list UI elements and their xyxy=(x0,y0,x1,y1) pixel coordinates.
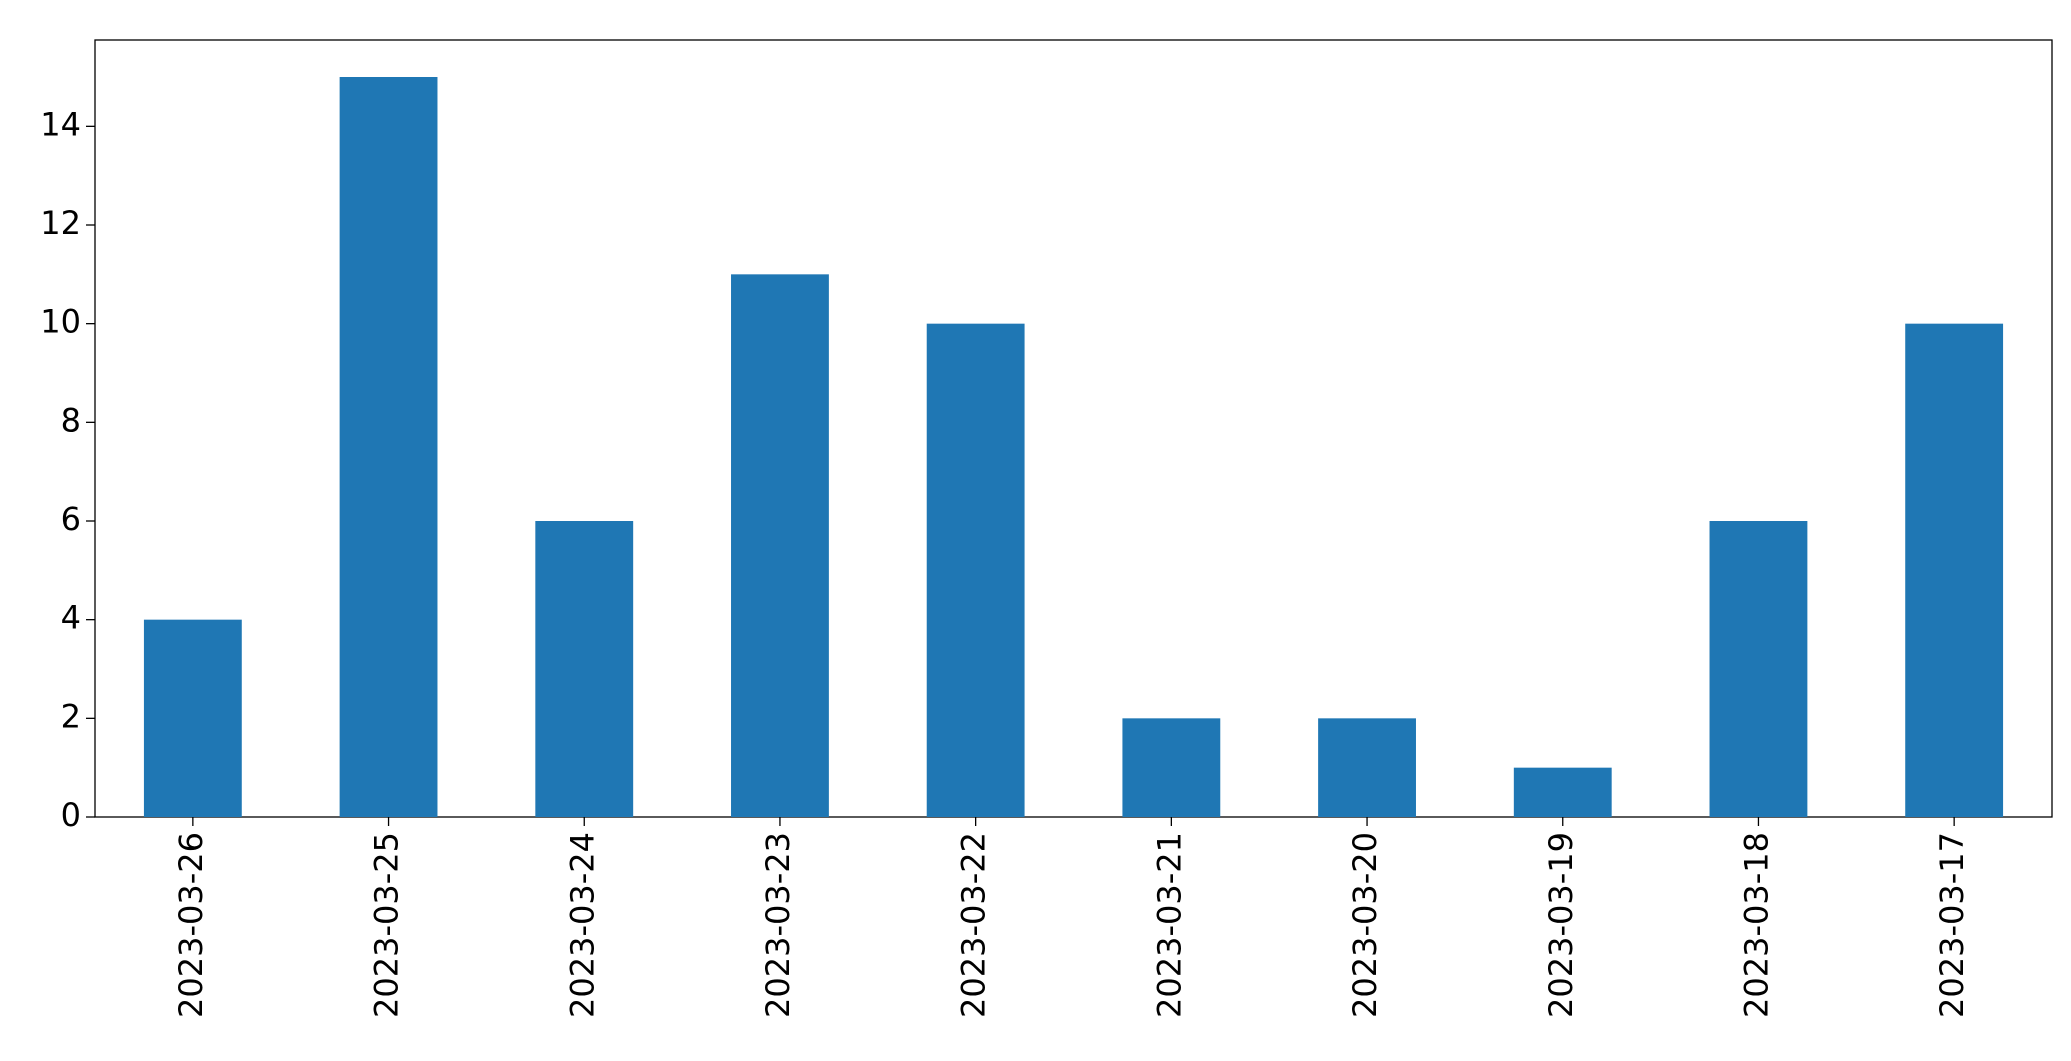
y-tick-label: 14 xyxy=(40,105,81,143)
x-tick-label: 2023-03-25 xyxy=(368,832,406,1018)
bar xyxy=(731,274,829,817)
x-tick-label: 2023-03-24 xyxy=(563,832,601,1018)
x-tick-label: 2023-03-20 xyxy=(1346,832,1384,1018)
bar xyxy=(1905,323,2004,817)
bar xyxy=(926,323,1025,817)
y-tick-label: 4 xyxy=(61,599,81,637)
bar xyxy=(1709,521,1808,817)
bar xyxy=(339,77,438,817)
plot-frame xyxy=(94,39,2053,818)
x-tick-label: 2023-03-18 xyxy=(1737,832,1775,1018)
x-tick-label: 2023-03-21 xyxy=(1150,832,1188,1018)
x-tick-label: 2023-03-19 xyxy=(1542,832,1580,1018)
y-tick-label: 0 xyxy=(61,796,81,834)
x-tick-label: 2023-03-17 xyxy=(1933,832,1971,1018)
y-tick-label: 10 xyxy=(40,303,81,341)
bar xyxy=(143,619,242,817)
y-tick-label: 12 xyxy=(40,204,81,242)
bar xyxy=(1318,718,1416,817)
bar xyxy=(1122,718,1221,817)
x-tick-label: 2023-03-23 xyxy=(759,832,797,1018)
bar xyxy=(1513,767,1612,817)
y-tick-label: 8 xyxy=(61,401,81,439)
y-tick-label: 2 xyxy=(61,697,81,735)
x-tick-label: 2023-03-22 xyxy=(955,832,993,1018)
bar xyxy=(535,521,634,817)
x-tick-label: 2023-03-26 xyxy=(172,832,210,1018)
y-tick-label: 6 xyxy=(61,500,81,538)
